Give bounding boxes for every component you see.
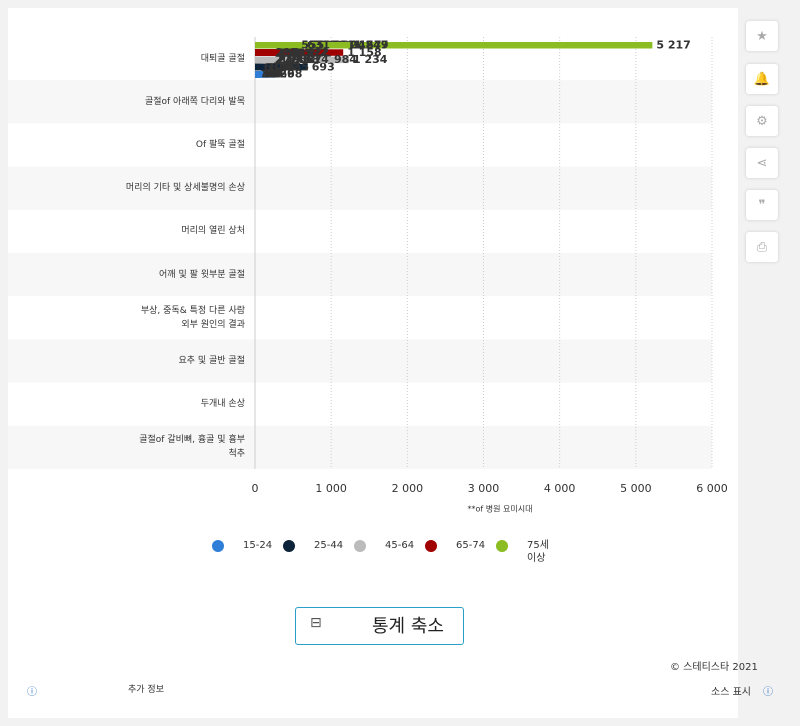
band-bg [8,166,712,210]
legend-marker [354,540,366,552]
value-label: 69 [264,68,279,81]
bar [255,42,653,49]
alert-button[interactable]: 🔔 [746,64,778,94]
x-axis-title: **of 병원 요미시대 [468,505,533,514]
legend-label: 65-74 [456,540,486,551]
value-label: 1 249 [354,39,388,52]
category-label: 머리의 기타 및 상세불명의 손상 [125,183,245,194]
value-label: '39 [262,68,281,81]
value-label: 1 234 [353,53,388,66]
legend-marker [212,540,224,552]
legend-marker [425,540,437,552]
value-label: 379 [288,53,311,66]
x-tick-label: 3 000 [468,482,500,495]
value-label: 249 [278,53,301,66]
category-label: Of 팔뚝 골절 [195,140,245,150]
legend-label: 15-24 [243,540,273,551]
legend-marker [283,540,295,552]
band-bg [8,425,712,469]
value-label: 169 [272,68,295,81]
x-tick-label: 6 000 [696,482,728,495]
more-info[interactable]: 추가 정보 [128,685,164,695]
bar [255,42,298,49]
legend-label: 45-64 [385,540,415,551]
value-label: 268 [279,68,302,81]
bar [255,71,260,78]
bar [255,63,263,71]
legend-marker [496,540,508,552]
value-label: 622 [306,46,329,59]
value-label: 45 [262,68,277,81]
value-label: 124 [268,60,291,73]
value-label: 5 217 [656,39,690,52]
value-label: 407 [290,46,313,59]
value-label: 527 [299,53,322,66]
category-label: 어깨 및 팔 윗부분 골절 [159,269,245,280]
source-icon: ⓘ [763,687,773,698]
value-label: 1 158 [347,46,381,59]
legend-label: 75세 이상 [527,540,549,564]
value-label: 168 [272,60,295,73]
value-label: 417 [291,46,314,59]
category-label: 두개내 손상 [200,399,245,410]
bar [255,49,272,56]
value-label: 30 [261,68,277,81]
category-label: 골절of 아래쪽 다리와 발목 [144,96,245,107]
value-label: 94 [266,68,282,81]
value-label: 207 [275,53,298,66]
value-label: 233 [277,46,300,59]
value-label: 1 247 [354,39,388,52]
value-label: 415 [291,46,314,59]
button-label: 통계 축소 [372,616,444,637]
band-bg [8,253,712,297]
value-label: 488 [296,53,319,66]
print-button[interactable]: ⎙ [746,232,778,262]
category-label: 요추 및 골반 골절 [178,356,245,366]
value-label: 984 [334,53,357,66]
value-label: 614 [306,53,329,66]
value-label: 256 [278,46,301,59]
favorite-button[interactable]: ★ [746,21,778,51]
value-label: 41 [262,68,277,81]
category-label: 머리의 열린 상처 [181,226,245,237]
value-label: 287 [281,46,304,59]
collapse-button[interactable]: ⊟ 통계 축소 [295,607,464,645]
band-bg [8,80,712,124]
value-label: 631 [307,39,330,52]
value-label: '59 [263,68,282,81]
value-label: 693 [312,60,335,73]
x-tick-label: 1 000 [315,482,347,495]
bar [255,56,274,64]
value-label: 217 [276,46,299,59]
category-label: 골절of 갈비뼈, 흉골 및 흉부 척추 [139,435,245,460]
category-label: 부상, 중독& 특정 다른 사람 외부 원인의 결과 [140,305,245,330]
info-icon: ⓘ [27,687,37,698]
value-label: 1 157 [347,39,381,52]
value-label: 592 [304,46,327,59]
category-label: 대퇴골 골절 [200,53,245,64]
settings-button[interactable]: ⚙ [746,106,778,136]
copyright: © 스테티스타 2021 [670,662,758,673]
x-tick-label: 0 [252,482,259,495]
value-label: 105 [267,60,290,73]
show-source[interactable]: 소스 표시 [711,687,751,698]
value-label: 355 [286,60,309,73]
value-label: 555 [301,39,324,52]
x-tick-label: 4 000 [544,482,576,495]
cite-button[interactable]: ❞ [746,190,778,220]
legend-label: 25-44 [314,540,344,551]
value-label: 242 [277,60,300,73]
band-bg [8,339,712,383]
value-label: 176 [272,60,295,73]
x-tick-label: 2 000 [392,482,424,495]
value-label: 229 [276,53,299,66]
share-button[interactable]: ⋖ [746,148,778,178]
value-label: 63 [264,60,279,73]
x-tick-label: 5 000 [620,482,652,495]
